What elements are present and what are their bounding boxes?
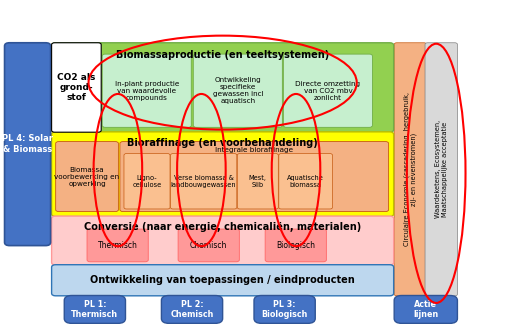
Text: Thermisch: Thermisch bbox=[97, 241, 137, 250]
FancyBboxPatch shape bbox=[254, 295, 315, 323]
Text: Verse biomassa &
landbouwgewassen: Verse biomassa & landbouwgewassen bbox=[171, 175, 236, 188]
FancyBboxPatch shape bbox=[5, 43, 51, 246]
FancyBboxPatch shape bbox=[237, 154, 278, 209]
FancyBboxPatch shape bbox=[424, 43, 457, 296]
FancyBboxPatch shape bbox=[124, 154, 170, 209]
FancyBboxPatch shape bbox=[87, 229, 148, 262]
Text: Conversie (naar energie, chemicaliën, materialen): Conversie (naar energie, chemicaliën, ma… bbox=[84, 222, 361, 232]
FancyBboxPatch shape bbox=[265, 229, 326, 262]
FancyBboxPatch shape bbox=[283, 54, 372, 127]
FancyBboxPatch shape bbox=[52, 43, 393, 132]
Text: Biomassaproductie (en teeltsystemen): Biomassaproductie (en teeltsystemen) bbox=[116, 50, 329, 60]
Text: Biologisch: Biologisch bbox=[276, 241, 315, 250]
FancyBboxPatch shape bbox=[178, 229, 239, 262]
Text: Ligno-
cellulose: Ligno- cellulose bbox=[132, 175, 161, 188]
Text: Aquatische
biomassa: Aquatische biomassa bbox=[287, 175, 323, 188]
Text: Directe omzetting
van CO2 mbv
zonlicht: Directe omzetting van CO2 mbv zonlicht bbox=[295, 81, 360, 101]
FancyBboxPatch shape bbox=[52, 43, 101, 132]
Text: PL 1:
Thermisch: PL 1: Thermisch bbox=[71, 300, 118, 319]
Text: In-plant productie
van waardevolle
compounds: In-plant productie van waardevolle compo… bbox=[114, 81, 179, 101]
Text: Waardeketens, Ecosystemen,
Maatschappelijke acceptatie: Waardeketens, Ecosystemen, Maatschappeli… bbox=[434, 120, 447, 218]
Text: Ontwikkeling
specifieke
gewassen incl
aquatisch: Ontwikkeling specifieke gewassen incl aq… bbox=[212, 77, 263, 104]
Text: PL 2:
Chemisch: PL 2: Chemisch bbox=[170, 300, 213, 319]
FancyBboxPatch shape bbox=[64, 295, 125, 323]
FancyBboxPatch shape bbox=[120, 142, 388, 212]
Text: Biomassa
voorbewerking en
opwerking: Biomassa voorbewerking en opwerking bbox=[55, 167, 119, 187]
Text: Mest,
Slib: Mest, Slib bbox=[248, 175, 266, 188]
Text: Integrale bioraffinage: Integrale bioraffinage bbox=[215, 147, 293, 154]
FancyBboxPatch shape bbox=[102, 54, 191, 127]
FancyBboxPatch shape bbox=[278, 154, 332, 209]
Text: Ontwikkeling van toepassingen / eindproducten: Ontwikkeling van toepassingen / eindprod… bbox=[90, 275, 355, 285]
FancyBboxPatch shape bbox=[193, 54, 282, 127]
FancyBboxPatch shape bbox=[56, 142, 118, 212]
Text: Chemisch: Chemisch bbox=[190, 241, 227, 250]
FancyBboxPatch shape bbox=[52, 265, 393, 296]
Text: Actie
lijnen: Actie lijnen bbox=[413, 300, 437, 319]
FancyBboxPatch shape bbox=[170, 154, 236, 209]
Text: CO2 als
grond-
stof: CO2 als grond- stof bbox=[57, 73, 95, 102]
FancyBboxPatch shape bbox=[393, 295, 457, 323]
Text: Circulaire Economie (cascadering, hergebruik,
zij- en nevenstromen): Circulaire Economie (cascadering, hergeb… bbox=[402, 92, 417, 246]
FancyBboxPatch shape bbox=[161, 295, 222, 323]
FancyBboxPatch shape bbox=[52, 216, 393, 265]
Text: Bioraffinage (en voorbehandeling): Bioraffinage (en voorbehandeling) bbox=[127, 138, 317, 148]
Text: PL 4: Solar
& Biomass: PL 4: Solar & Biomass bbox=[2, 134, 53, 154]
FancyBboxPatch shape bbox=[393, 43, 426, 296]
Text: PL 3:
Biologisch: PL 3: Biologisch bbox=[261, 300, 307, 319]
FancyBboxPatch shape bbox=[52, 132, 393, 216]
